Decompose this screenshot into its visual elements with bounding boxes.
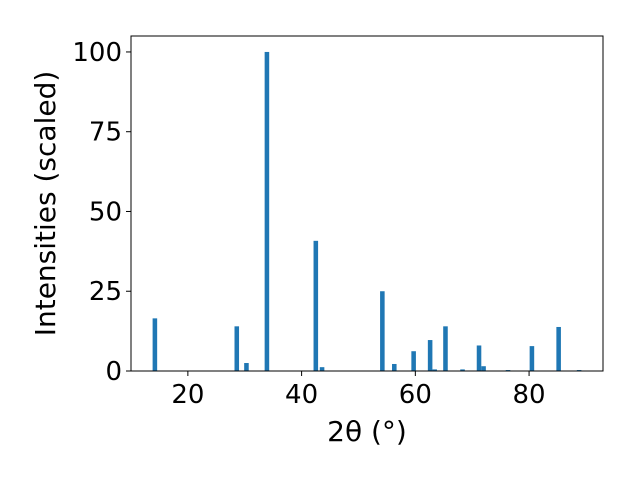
bar bbox=[432, 369, 437, 371]
bar bbox=[443, 326, 448, 371]
y-axis-ticks: 0 25 50 75 100 bbox=[72, 38, 131, 387]
bar bbox=[411, 351, 416, 371]
y-tick-label: 50 bbox=[89, 197, 122, 227]
bar bbox=[380, 291, 385, 371]
y-tick-label: 25 bbox=[89, 277, 122, 307]
x-tick-label: 80 bbox=[513, 380, 546, 410]
bar bbox=[313, 240, 319, 371]
bar bbox=[392, 363, 397, 371]
bar bbox=[244, 363, 249, 371]
bar bbox=[460, 369, 465, 371]
y-axis-label: Intensities (scaled) bbox=[29, 71, 62, 337]
x-axis-ticks: 20 40 60 80 bbox=[171, 371, 546, 410]
plot-frame bbox=[130, 35, 604, 372]
x-tick-label: 20 bbox=[171, 380, 204, 410]
bars-group bbox=[152, 51, 582, 371]
bar bbox=[264, 51, 270, 371]
y-tick-label: 75 bbox=[89, 118, 122, 148]
y-tick-label: 0 bbox=[105, 357, 122, 387]
x-axis-label: 2θ (°) bbox=[327, 415, 407, 448]
y-tick-label: 100 bbox=[72, 38, 122, 68]
bar bbox=[152, 318, 158, 371]
bar bbox=[234, 326, 240, 371]
bar bbox=[529, 346, 535, 371]
bar bbox=[481, 366, 486, 371]
x-tick-label: 40 bbox=[285, 380, 318, 410]
x-tick-label: 60 bbox=[399, 380, 432, 410]
bar bbox=[476, 345, 482, 371]
bar bbox=[427, 340, 433, 371]
bar bbox=[556, 326, 561, 371]
bar bbox=[319, 367, 325, 371]
